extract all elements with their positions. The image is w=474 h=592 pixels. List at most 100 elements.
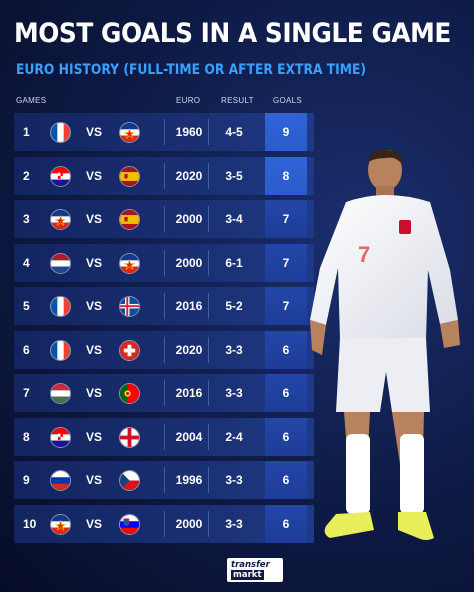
euro-year: 2000 [175,255,203,270]
table-row: 6 VS 2020 3-3 6 [14,330,314,369]
vs-label: VS [86,125,103,139]
rank: 2 [23,168,30,183]
table-row: 8 VS 2004 2-4 6 [14,417,314,456]
page-title: MOST GOALS IN A SINGLE GAME [14,18,451,49]
rank: 5 [23,299,30,313]
goals-cell: 7 [265,287,307,325]
yugoslavia-flag-icon [50,513,71,535]
header-games: GAMES [16,96,47,105]
vs-label: VS [86,255,103,270]
match-result: 3-3 [225,473,243,487]
rank: 6 [23,342,30,357]
match-result: 3-3 [225,386,243,400]
euro-year: 2020 [175,168,203,183]
transfermarkt-logo: transfer markt [227,558,283,582]
table-header: GAMES EURO RESULT GOALS [0,96,474,110]
match-result: 3-3 [225,516,243,531]
euro-year: 1996 [175,473,203,487]
yugoslavia-flag-icon [119,252,140,274]
logo-line1: transfer [231,560,270,570]
header-result: RESULT [221,96,254,105]
france-flag-icon [50,122,71,143]
table-row: 1 VS 1960 4-5 9 [14,113,314,151]
rank: 3 [23,212,30,226]
goals-cell: 6 [265,330,307,369]
goals-cell: 7 [265,200,307,238]
goals-value: 8 [282,168,290,183]
goals-cell: 8 [265,156,307,195]
croatia-flag-icon [50,426,71,448]
player-illustration: 7 [310,150,460,540]
iceland-flag-icon [119,296,140,317]
vs-label: VS [86,342,103,357]
goals-value: 6 [282,473,290,487]
vs-label: VS [86,516,103,531]
euro-year: 2004 [175,429,203,444]
euro-year: 2016 [175,299,203,313]
euro-year: 2000 [175,212,203,226]
goals-value: 7 [282,255,290,270]
goals-value: 6 [282,386,290,400]
table-row: 10 VS 2000 3-3 6 [14,504,314,543]
goals-value: 6 [282,342,290,357]
rank: 4 [23,255,30,270]
croatia-flag-icon [50,165,71,187]
goals-cell: 7 [265,243,307,282]
match-result: 3-3 [225,342,243,357]
goals-cell: 6 [265,461,307,499]
england-flag-icon [119,426,140,448]
goals-value: 6 [282,516,290,531]
table-row: 7 VS 2016 3-3 6 [14,374,314,412]
rank: 1 [23,125,30,139]
table-row: 5 VS 2016 5-2 7 [14,287,314,325]
spain-flag-icon [119,209,140,230]
goals-cell: 6 [265,417,307,456]
goals-value: 7 [282,299,290,313]
vs-label: VS [86,299,103,313]
goals-table: 1 VS 1960 4-5 9 2 VS 2020 3-5 8 3 VS 2000 3-4 7 4 VS 2000… [14,113,314,548]
match-result: 5-2 [225,299,243,313]
yugoslavia-flag-icon [50,209,71,230]
france-flag-icon [50,296,71,317]
switzerland-flag-icon [119,339,140,361]
rank: 7 [23,386,30,400]
hungary-flag-icon [50,383,71,404]
russia-flag-icon [50,470,71,491]
goals-value: 6 [282,429,290,444]
table-row: 9 VS 1996 3-3 6 [14,461,314,499]
vs-label: VS [86,168,103,183]
yugoslavia-flag-icon [119,122,140,143]
goals-value: 9 [282,125,290,139]
table-row: 4 VS 2000 6-1 7 [14,243,314,282]
goals-value: 7 [282,212,290,226]
header-goals: GOALS [273,96,303,105]
match-result: 4-5 [225,125,243,139]
euro-year: 2020 [175,342,203,357]
goals-cell: 6 [265,374,307,412]
rank: 8 [23,429,30,444]
match-result: 6-1 [225,255,243,270]
vs-label: VS [86,473,103,487]
match-result: 3-5 [225,168,243,183]
vs-label: VS [86,386,103,400]
table-row: 3 VS 2000 3-4 7 [14,200,314,238]
goals-cell: 9 [265,113,307,151]
rank: 9 [23,473,30,487]
france-flag-icon [50,339,71,361]
table-row: 2 VS 2020 3-5 8 [14,156,314,195]
match-result: 3-4 [225,212,243,226]
shirt-number: 7 [358,242,370,267]
vs-label: VS [86,212,103,226]
goals-cell: 6 [265,504,307,543]
logo-line2: markt [231,570,264,580]
match-result: 2-4 [225,429,243,444]
portugal-flag-icon [119,383,140,404]
euro-year: 1960 [175,125,203,139]
euro-year: 2000 [175,516,203,531]
netherlands-flag-icon [50,252,71,274]
vs-label: VS [86,429,103,444]
page-subtitle: EURO HISTORY (FULL-TIME OR AFTER EXTRA T… [16,62,367,78]
euro-year: 2016 [175,386,203,400]
header-euro: EURO [176,96,201,105]
czechia-flag-icon [119,470,140,491]
